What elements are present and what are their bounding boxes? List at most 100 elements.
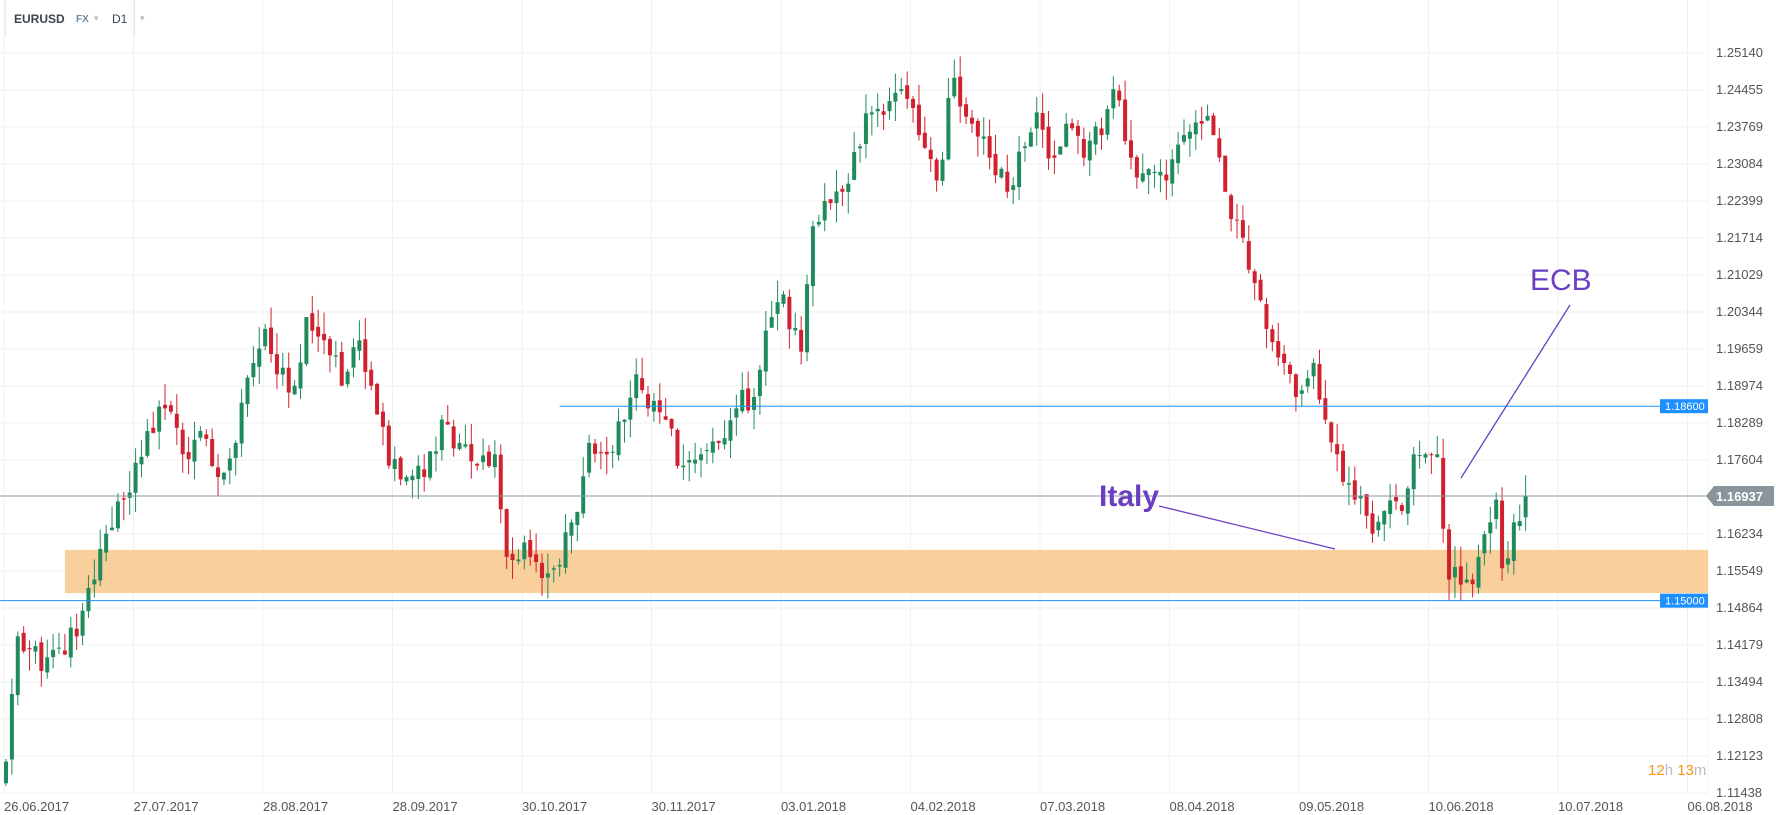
candle-body bbox=[1494, 499, 1499, 520]
candle bbox=[640, 357, 645, 394]
candle bbox=[1052, 140, 1057, 175]
price-tick-label: 1.11438 bbox=[1716, 785, 1762, 800]
price-tick-label: 1.21029 bbox=[1716, 267, 1763, 282]
candle-body bbox=[174, 413, 179, 428]
candle-body bbox=[1011, 185, 1016, 190]
candle-body bbox=[1394, 497, 1399, 502]
timeframe-label[interactable]: D1 bbox=[112, 12, 128, 26]
symbol-label[interactable]: EURUSD bbox=[14, 12, 65, 26]
candle-body bbox=[392, 459, 397, 469]
candle-body bbox=[1258, 279, 1263, 301]
candle-body bbox=[628, 397, 633, 420]
candle bbox=[651, 392, 656, 422]
candle-body bbox=[1134, 157, 1139, 178]
price-tick-label: 1.25140 bbox=[1716, 45, 1763, 60]
candle bbox=[834, 170, 839, 223]
candle bbox=[604, 436, 609, 475]
candle-body bbox=[1441, 457, 1446, 529]
candle bbox=[504, 508, 509, 570]
candle-body bbox=[681, 465, 686, 468]
candle-body bbox=[1293, 374, 1298, 398]
candle bbox=[1523, 475, 1528, 531]
candle-body bbox=[999, 168, 1004, 178]
candle-body bbox=[1299, 390, 1304, 394]
price-tick-label: 1.19659 bbox=[1716, 341, 1763, 356]
candle bbox=[1476, 544, 1481, 594]
candle bbox=[1364, 493, 1369, 529]
candle bbox=[828, 199, 833, 210]
candle bbox=[251, 346, 256, 387]
candle bbox=[180, 422, 185, 473]
date-tick-label: 10.07.2018 bbox=[1558, 799, 1623, 814]
candle bbox=[510, 537, 515, 579]
candle-body bbox=[634, 374, 639, 399]
candle bbox=[734, 394, 739, 436]
candle-body bbox=[186, 452, 191, 460]
candle-body bbox=[1447, 529, 1452, 580]
candle bbox=[1140, 153, 1145, 183]
timer-minutes: 13 bbox=[1677, 762, 1694, 779]
candle bbox=[1494, 492, 1499, 530]
candle-body bbox=[1482, 534, 1487, 554]
price-axis[interactable]: 1.25140 1.24455 1.23769 1.23084 1.22399 1.217… bbox=[1716, 45, 1763, 800]
candle bbox=[322, 312, 327, 355]
candle-body bbox=[840, 188, 845, 192]
candle bbox=[481, 438, 486, 470]
candle-body bbox=[133, 462, 138, 493]
candle bbox=[1323, 379, 1328, 425]
candle bbox=[239, 388, 244, 457]
candle bbox=[257, 327, 262, 384]
candle bbox=[752, 388, 757, 430]
current-price-badge bbox=[1706, 486, 1774, 507]
candle-body bbox=[752, 397, 757, 410]
annotations: Italy ECB bbox=[1099, 264, 1592, 550]
candle-body bbox=[593, 443, 597, 454]
candle-body bbox=[463, 444, 468, 447]
candle-body bbox=[1176, 144, 1181, 164]
candle-body bbox=[1146, 169, 1151, 176]
candle-body bbox=[1070, 123, 1075, 129]
candle bbox=[922, 116, 927, 150]
candle bbox=[1005, 154, 1010, 199]
timeframe-dropdown-chevron-icon[interactable]: ▾ bbox=[140, 13, 145, 23]
candle bbox=[993, 134, 998, 184]
candle-body bbox=[1105, 109, 1110, 135]
candle-body bbox=[1399, 505, 1404, 511]
candle-body bbox=[1058, 146, 1063, 155]
candle bbox=[663, 398, 668, 421]
candle bbox=[646, 385, 651, 417]
candle bbox=[687, 451, 692, 482]
candle bbox=[534, 533, 539, 573]
candle bbox=[1423, 452, 1428, 464]
time-axis[interactable]: 26.06.2017 27.07.2017 28.08.2017 28.09.2017… bbox=[4, 799, 1753, 814]
candle-body bbox=[498, 454, 503, 510]
candle bbox=[716, 440, 721, 450]
candle-body bbox=[151, 427, 156, 433]
candle-body bbox=[86, 587, 91, 612]
candle bbox=[634, 358, 639, 411]
candle bbox=[952, 59, 957, 99]
candle bbox=[469, 423, 474, 479]
candle bbox=[310, 295, 315, 344]
candle bbox=[245, 375, 250, 417]
levels[interactable]: 1.18600 1.15000 1.16937 bbox=[0, 399, 1774, 608]
candle-body bbox=[604, 451, 609, 455]
candle-body bbox=[1028, 132, 1033, 147]
candle bbox=[1441, 438, 1446, 543]
candle-body bbox=[457, 442, 462, 450]
level-price-badge bbox=[1660, 593, 1708, 608]
price-tick-label: 1.20344 bbox=[1716, 304, 1763, 319]
candle-body bbox=[504, 509, 509, 557]
candle-body bbox=[1311, 362, 1316, 377]
candle-body bbox=[121, 498, 126, 500]
candle-body bbox=[793, 328, 798, 331]
candle bbox=[1458, 546, 1463, 601]
candle-body bbox=[1140, 173, 1145, 182]
candle-body bbox=[1075, 125, 1080, 136]
symbol-dropdown-chevron-icon[interactable]: ▾ bbox=[94, 13, 99, 23]
price-tick-label: 1.18289 bbox=[1716, 415, 1763, 430]
candle bbox=[33, 640, 38, 665]
candle bbox=[392, 446, 397, 482]
date-tick-label: 06.08.2018 bbox=[1688, 799, 1753, 814]
